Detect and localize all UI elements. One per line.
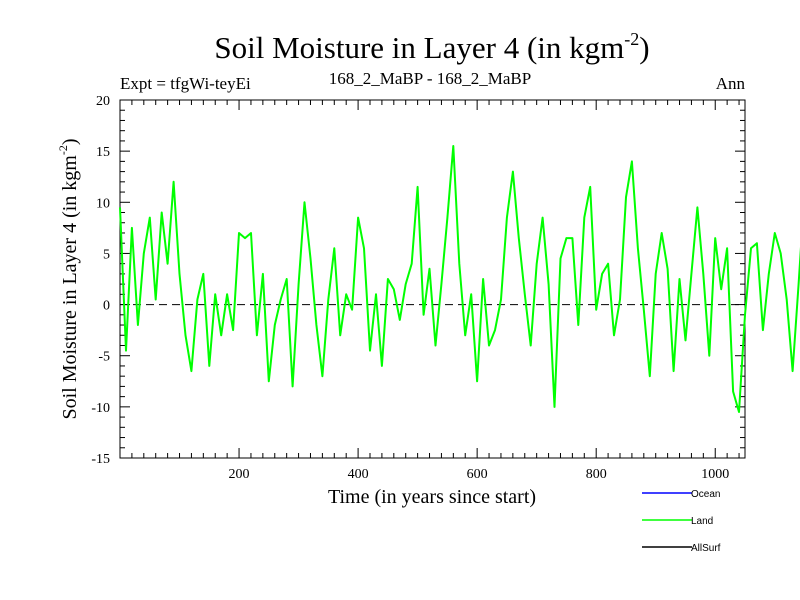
y-tick-label: -5 [98, 350, 110, 365]
x-tick-label: 400 [348, 467, 369, 482]
plot-frame [119, 99, 746, 459]
experiment-comparison-label: 168_2_MaBP - 168_2_MaBP [329, 69, 531, 88]
x-axis-label: Time (in years since start) [328, 486, 536, 508]
y-tick-label: 0 [103, 299, 110, 314]
x-tick-label: 1000 [701, 467, 729, 482]
y-tick-label: -10 [91, 401, 110, 416]
x-tick-labels: 200 400 600 800 1000 [229, 467, 730, 482]
y-tick-label: 10 [96, 196, 110, 211]
legend-label-allsurf: AllSurf [691, 543, 721, 554]
y-axis-label: Soil Moisture in Layer 4 (in kgm-2) [56, 138, 81, 419]
y-tick-label: 5 [103, 247, 110, 262]
axis-ticks [120, 99, 745, 459]
experiment-label: Expt = tfgWi-teyEi [120, 74, 251, 93]
season-label: Ann [716, 74, 746, 93]
y-tick-labels: -15 -10 -5 0 5 10 15 20 [91, 94, 110, 467]
x-tick-label: 800 [586, 467, 607, 482]
series-land-line [119, 145, 800, 413]
x-tick-label: 200 [229, 467, 250, 482]
y-tick-label: 20 [96, 94, 110, 109]
legend-label-ocean: Ocean [691, 489, 720, 500]
legend: Ocean Land AllSurf [642, 489, 721, 554]
y-tick-label: 15 [96, 145, 110, 160]
x-tick-label: 600 [467, 467, 488, 482]
y-tick-label: -15 [91, 452, 110, 467]
chart-title: Soil Moisture in Layer 4 (in kgm-2) [214, 29, 649, 65]
legend-label-land: Land [691, 516, 713, 527]
